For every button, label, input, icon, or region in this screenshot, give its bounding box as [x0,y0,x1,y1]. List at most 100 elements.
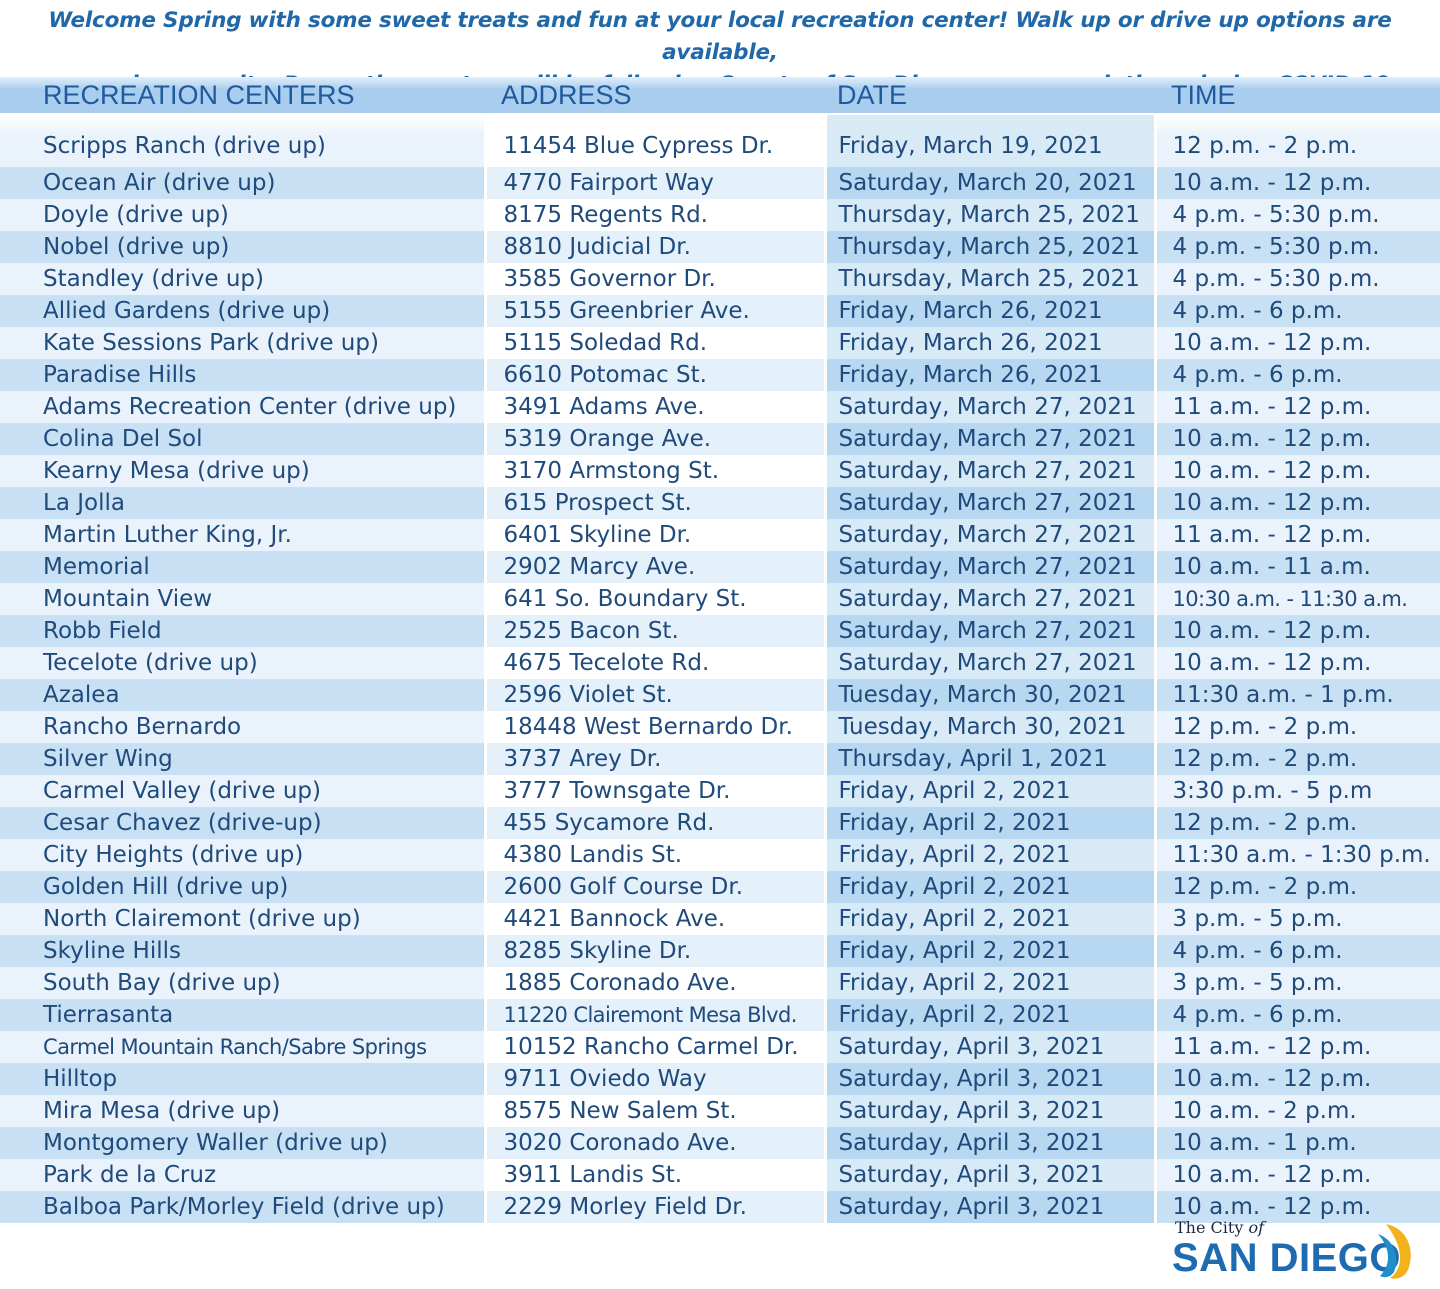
cell-time: 3 p.m. - 5 p.m. [1153,967,1440,999]
cell-address: 3170 Armstong St. [483,455,825,487]
cell-date: Saturday, March 27, 2021 [823,423,1155,455]
table-row: Golden Hill (drive up) 2600 Golf Course D… [0,871,1440,903]
cell-date: Saturday, March 27, 2021 [823,391,1155,423]
cell-date: Saturday, March 27, 2021 [823,487,1155,519]
table-row: Nobel (drive up) 8810 Judicial Dr. Thursda… [0,231,1440,263]
cell-center-name: North Clairemont (drive up) [0,903,485,935]
cell-time: 4 p.m. - 6 p.m. [1153,295,1440,327]
cell-center-name: City Heights (drive up) [0,839,485,871]
cell-address: 5155 Greenbrier Ave. [483,295,825,327]
cell-date: Friday, March 19, 2021 [823,114,1155,167]
table-row: Kate Sessions Park (drive up) 5115 Soleda… [0,327,1440,359]
cell-center-name: Silver Wing [0,743,485,775]
schedule-table-container: RECREATION CENTERS ADDRESS DATE TIME Scr… [0,77,1440,1223]
table-row: Kearny Mesa (drive up) 3170 Armstong St. S… [0,455,1440,487]
cell-address: 4675 Tecelote Rd. [483,647,825,679]
cell-time: 10 a.m. - 12 p.m. [1153,1191,1440,1223]
cell-center-name: Ocean Air (drive up) [0,167,485,199]
cell-address: 2596 Violet St. [483,679,825,711]
cell-date: Saturday, March 27, 2021 [823,455,1155,487]
table-row: Allied Gardens (drive up) 5155 Greenbrier… [0,295,1440,327]
table-body: Scripps Ranch (drive up) 11454 Blue Cypre… [0,114,1440,1223]
table-row: Ocean Air (drive up) 4770 Fairport Way Sat… [0,167,1440,199]
table-row: Montgomery Waller (drive up) 3020 Coronad… [0,1127,1440,1159]
cell-center-name: Adams Recreation Center (drive up) [0,391,485,423]
cell-center-name: Balboa Park/Morley Field (drive up) [0,1191,485,1223]
cell-center-name: Hilltop [0,1063,485,1095]
cell-center-name: Tecelote (drive up) [0,647,485,679]
cell-date: Friday, April 2, 2021 [823,775,1155,807]
cell-address: 2600 Golf Course Dr. [483,871,825,903]
logo-prefix: The City of [1175,1218,1265,1237]
table-row: Balboa Park/Morley Field (drive up) 2229 … [0,1191,1440,1223]
cell-address: 11454 Blue Cypress Dr. [483,114,825,167]
cell-date: Saturday, April 3, 2021 [823,1191,1155,1223]
cell-time: 3 p.m. - 5 p.m. [1153,903,1440,935]
schedule-table: RECREATION CENTERS ADDRESS DATE TIME Scr… [0,77,1440,1223]
table-row: Colina Del Sol 5319 Orange Ave. Saturday, … [0,423,1440,455]
cell-center-name: Park de la Cruz [0,1159,485,1191]
table-row: Scripps Ranch (drive up) 11454 Blue Cypre… [0,114,1440,167]
cell-date: Tuesday, March 30, 2021 [823,679,1155,711]
cell-address: 6610 Potomac St. [483,359,825,391]
cell-time: 4 p.m. - 5:30 p.m. [1153,231,1440,263]
cell-center-name: Mira Mesa (drive up) [0,1095,485,1127]
cell-date: Friday, March 26, 2021 [823,359,1155,391]
cell-time: 12 p.m. - 2 p.m. [1153,743,1440,775]
cell-date: Friday, April 2, 2021 [823,807,1155,839]
cell-date: Saturday, March 27, 2021 [823,615,1155,647]
cell-date: Thursday, April 1, 2021 [823,743,1155,775]
cell-time: 12 p.m. - 2 p.m. [1153,114,1440,167]
cell-time: 10 a.m. - 11 a.m. [1153,551,1440,583]
cell-center-name: Cesar Chavez (drive-up) [0,807,485,839]
cell-address: 10152 Rancho Carmel Dr. [483,1031,825,1063]
cell-center-name: Memorial [0,551,485,583]
cell-time: 11:30 a.m. - 1 p.m. [1153,679,1440,711]
cell-center-name: Colina Del Sol [0,423,485,455]
cell-address: 8175 Regents Rd. [483,199,825,231]
table-row: Standley (drive up) 3585 Governor Dr. Thur… [0,263,1440,295]
cell-time: 10 a.m. - 12 p.m. [1153,327,1440,359]
cell-date: Saturday, April 3, 2021 [823,1063,1155,1095]
table-row: Carmel Mountain Ranch/Sabre Springs 10152… [0,1031,1440,1063]
header-recreation-centers: RECREATION CENTERS [0,77,485,115]
cell-time: 12 p.m. - 2 p.m. [1153,807,1440,839]
cell-date: Thursday, March 25, 2021 [823,263,1155,295]
cell-date: Friday, March 26, 2021 [823,295,1155,327]
table-row: North Clairemont (drive up) 4421 Bannock … [0,903,1440,935]
cell-center-name: Rancho Bernardo [0,711,485,743]
cell-time: 4 p.m. - 6 p.m. [1153,999,1440,1031]
cell-time: 10 a.m. - 1 p.m. [1153,1127,1440,1159]
header-address: ADDRESS [485,77,825,115]
logo-name: SAN DIEGO [1172,1236,1401,1280]
cell-address: 3020 Coronado Ave. [483,1127,825,1159]
cell-time: 11 a.m. - 12 p.m. [1153,391,1440,423]
cell-center-name: Golden Hill (drive up) [0,871,485,903]
table-row: Rancho Bernardo 18448 West Bernardo Dr. Tu… [0,711,1440,743]
cell-center-name: Azalea [0,679,485,711]
table-row: South Bay (drive up) 1885 Coronado Ave. Fr… [0,967,1440,999]
cell-address: 615 Prospect St. [483,487,825,519]
cell-address: 1885 Coronado Ave. [483,967,825,999]
cell-address: 3585 Governor Dr. [483,263,825,295]
cell-address: 641 So. Boundary St. [483,583,825,615]
cell-time: 12 p.m. - 2 p.m. [1153,871,1440,903]
cell-time: 10:30 a.m. - 11:30 a.m. [1153,583,1440,615]
cell-date: Saturday, April 3, 2021 [823,1095,1155,1127]
cell-address: 5115 Soledad Rd. [483,327,825,359]
cell-time: 4 p.m. - 6 p.m. [1153,935,1440,967]
table-row: Adams Recreation Center (drive up) 3491 A… [0,391,1440,423]
cell-date: Friday, April 2, 2021 [823,839,1155,871]
cell-address: 18448 West Bernardo Dr. [483,711,825,743]
cell-center-name: Paradise Hills [0,359,485,391]
cell-date: Friday, April 2, 2021 [823,967,1155,999]
cell-address: 8285 Skyline Dr. [483,935,825,967]
cell-address: 6401 Skyline Dr. [483,519,825,551]
cell-time: 12 p.m. - 2 p.m. [1153,711,1440,743]
intro-line-1: Welcome Spring with some sweet treats an… [48,8,1392,65]
cell-center-name: Robb Field [0,615,485,647]
cell-time: 11:30 a.m. - 1:30 p.m. [1153,839,1440,871]
cell-date: Saturday, April 3, 2021 [823,1159,1155,1191]
cell-center-name: La Jolla [0,487,485,519]
table-row: Silver Wing 3737 Arey Dr. Thursday, April … [0,743,1440,775]
